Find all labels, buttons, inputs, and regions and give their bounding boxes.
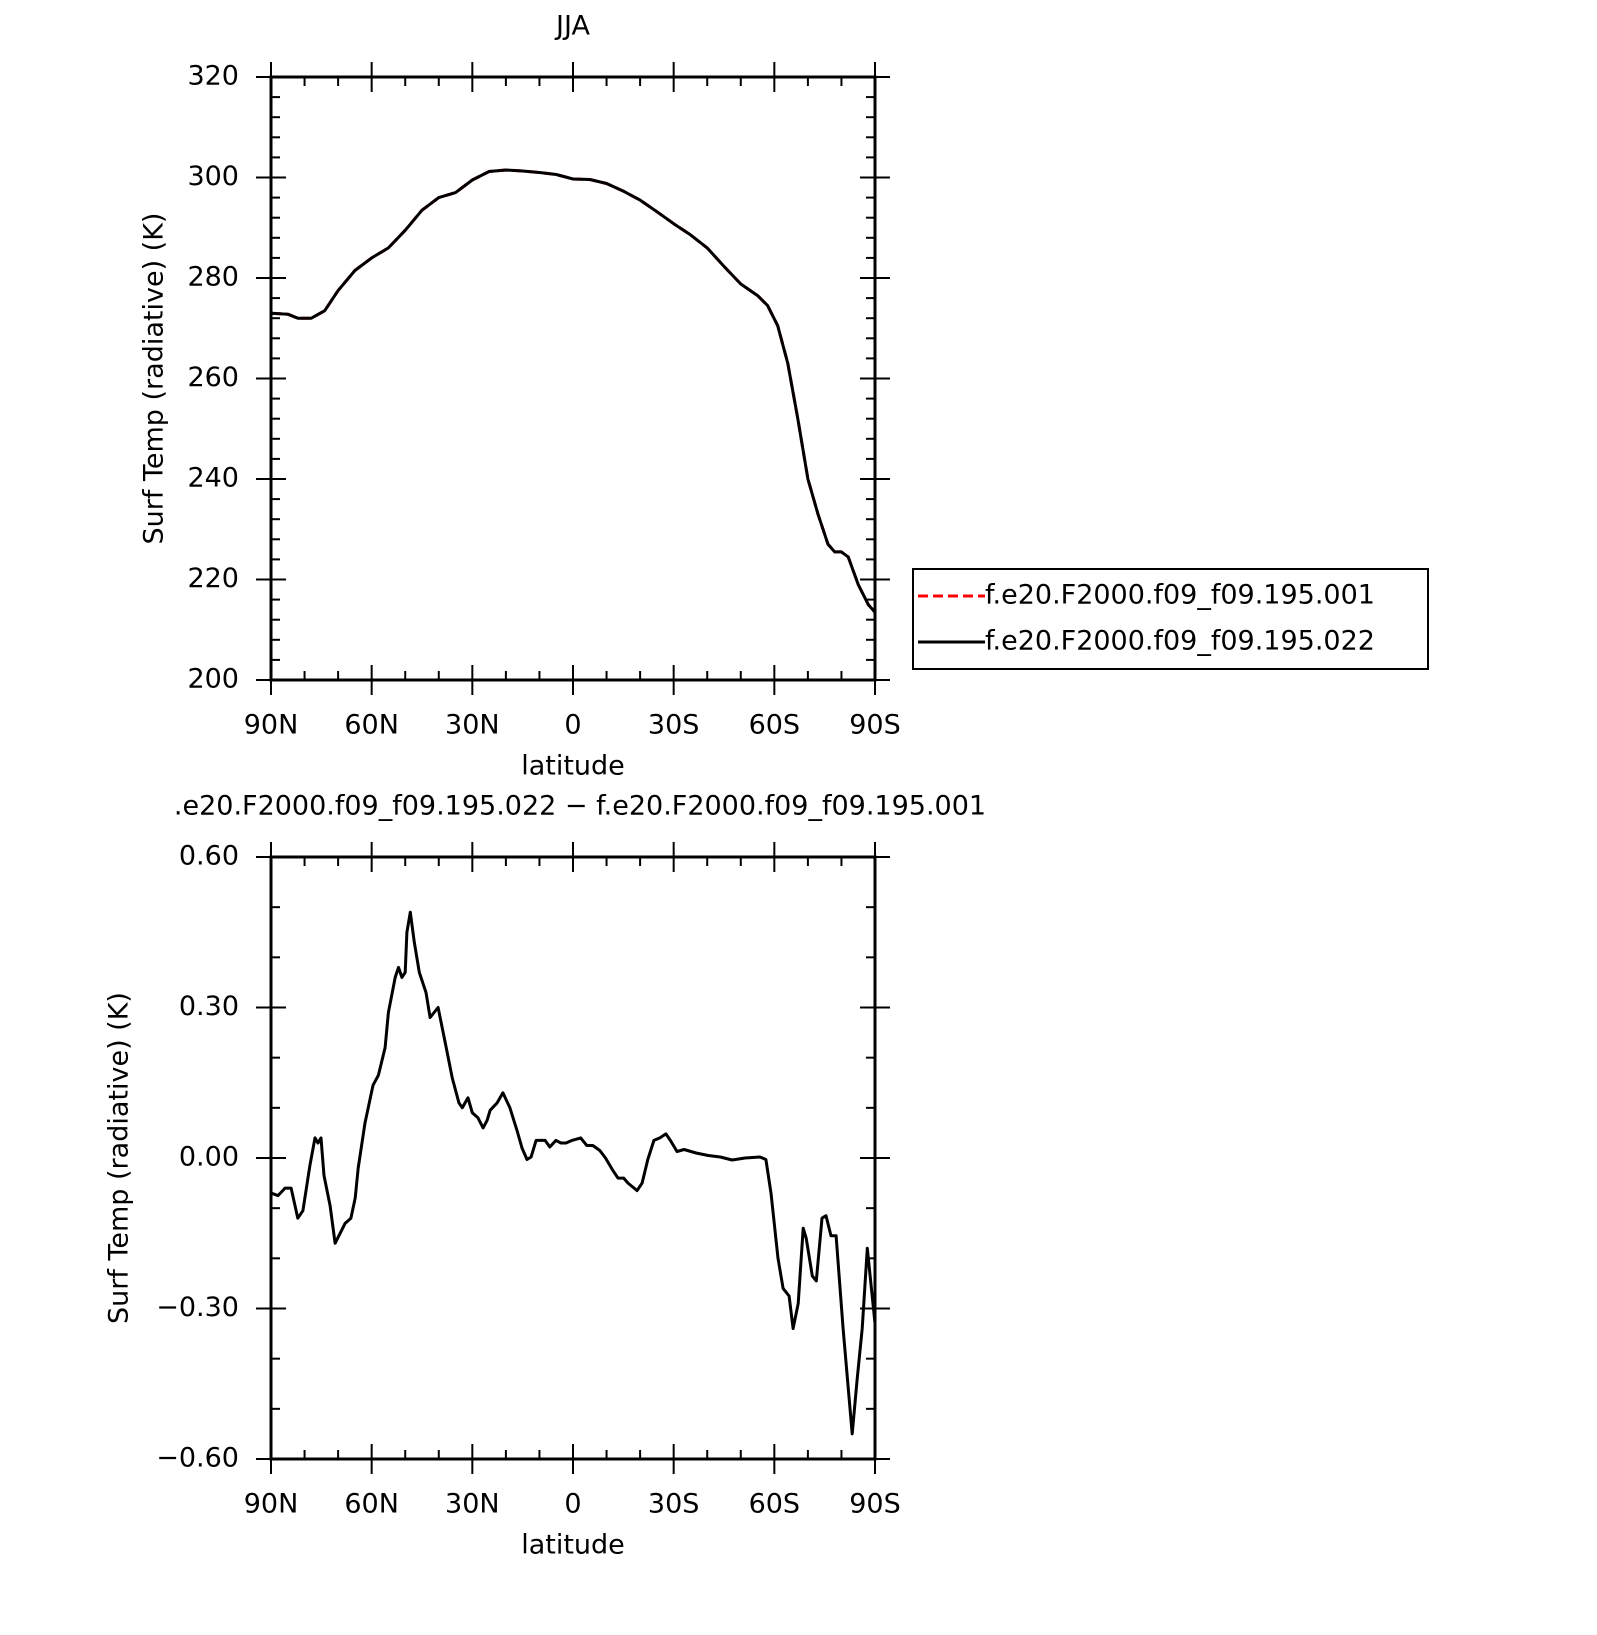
x-tick-label: 60S [749, 1489, 801, 1520]
x-tick-label: 60N [344, 710, 399, 741]
y-tick-label: −0.60 [156, 1443, 239, 1474]
y-tick-label: 0.60 [179, 841, 239, 872]
x-tick-label: 30N [445, 1489, 500, 1520]
x-tick-label: 60S [749, 710, 801, 741]
x-tick-label: 90S [849, 1489, 901, 1520]
x-tick-label: 90N [244, 710, 299, 741]
y-tick-label: −0.30 [156, 1292, 239, 1323]
x-tick-label: 30N [445, 710, 500, 741]
x-tick-label: 90N [244, 1489, 299, 1520]
x-tick-label: 90S [849, 710, 901, 741]
x-tick-label: 30S [648, 710, 700, 741]
y-axis-label: Surf Temp (radiative) (K) [139, 213, 170, 545]
data-line [270, 168, 877, 614]
x-axis-label: latitude [521, 1530, 625, 1561]
y-tick-label: 280 [187, 262, 239, 293]
legend-label: f.e20.F2000.f09_f09.195.001 [985, 580, 1375, 611]
y-tick-label: 200 [187, 664, 239, 695]
data-line [270, 910, 877, 1436]
y-tick-label: 0.00 [179, 1142, 239, 1173]
y-tick-label: 220 [187, 563, 239, 594]
x-axis-label: latitude [521, 751, 625, 782]
y-tick-label: 240 [187, 463, 239, 494]
plot-frame [269, 855, 877, 1461]
chart-title: JJA [554, 11, 590, 42]
y-tick-label: 0.30 [179, 991, 239, 1022]
plot-frame [269, 75, 877, 682]
x-tick-label: 30S [648, 1489, 700, 1520]
data-line [270, 168, 877, 614]
y-tick-label: 300 [187, 161, 239, 192]
x-tick-label: 0 [564, 710, 581, 741]
x-tick-label: 60N [344, 1489, 399, 1520]
y-axis-label: Surf Temp (radiative) (K) [104, 992, 135, 1324]
x-tick-label: 0 [564, 1489, 581, 1520]
legend-box [912, 568, 1429, 670]
chart-title: .e20.F2000.f09_f09.195.022 − f.e20.F2000… [174, 791, 986, 822]
y-tick-label: 260 [187, 362, 239, 393]
y-tick-label: 320 [187, 61, 239, 92]
legend-label: f.e20.F2000.f09_f09.195.022 [985, 626, 1375, 657]
